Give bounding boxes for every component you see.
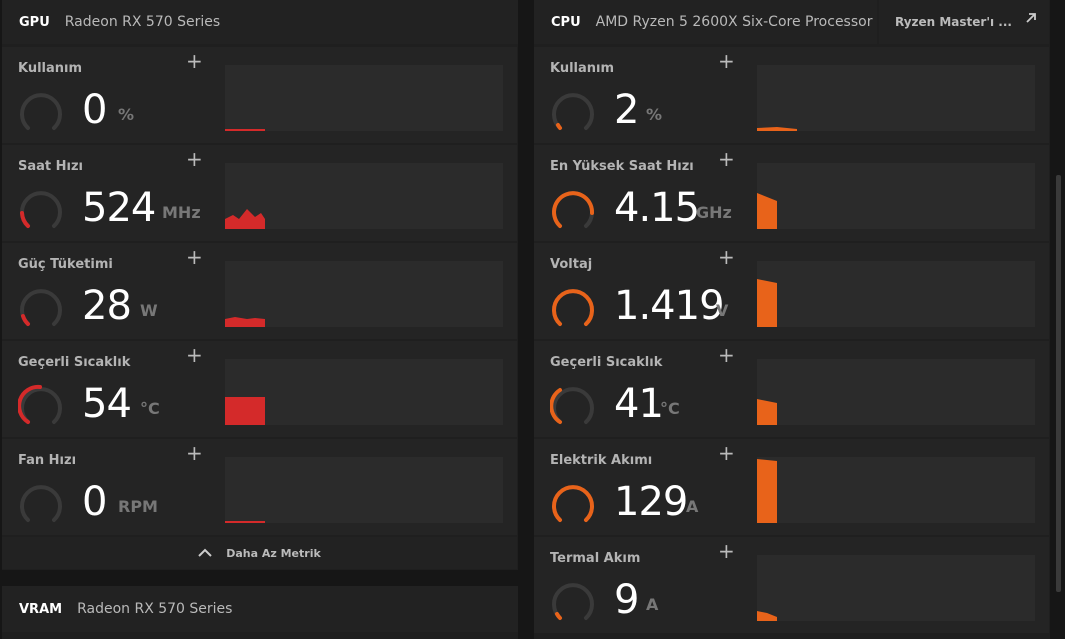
cpu-name: AMD Ryzen 5 2600X Six-Core Processor	[595, 14, 873, 30]
gauge-icon	[552, 93, 594, 130]
external-link-icon	[1026, 13, 1036, 23]
metric-title: Voltaj	[550, 257, 593, 272]
metric-graph	[757, 261, 1035, 327]
gpu-power-card: Güç Tüketimi + 28 W	[2, 243, 517, 339]
cpu-current-card: Elektrik Akımı + 129 A	[534, 439, 1049, 535]
metric-unit: °C	[660, 399, 680, 418]
plus-icon[interactable]: +	[186, 49, 203, 73]
metric-title: Kullanım	[18, 61, 83, 76]
metric-title: Güç Tüketimi	[18, 257, 113, 272]
metric-graph	[225, 457, 503, 523]
metric-graph	[757, 65, 1035, 131]
metric-graph	[225, 163, 503, 229]
plus-icon[interactable]: +	[718, 245, 735, 269]
metric-value: 0	[82, 479, 107, 525]
plus-icon[interactable]: +	[186, 343, 203, 367]
plus-icon[interactable]: +	[718, 441, 735, 465]
metric-unit: A	[686, 497, 699, 516]
less-metrics-button[interactable]: Daha Az Metrik	[2, 537, 517, 569]
vram-header: VRAM Radeon RX 570 Series	[2, 586, 518, 632]
metric-unit: A	[646, 595, 659, 614]
metric-graph	[757, 457, 1035, 523]
metric-value: 0	[82, 87, 107, 133]
gauge-icon	[20, 191, 62, 228]
cpu-temp-card: Geçerli Sıcaklık + 41 °C	[534, 341, 1049, 437]
ryzen-master-button[interactable]: Ryzen Master'ı ...	[879, 0, 1049, 44]
metric-graph	[225, 65, 503, 131]
metric-title: Fan Hızı	[18, 453, 77, 468]
gpu-label: GPU	[19, 14, 50, 30]
gauge-icon	[20, 93, 62, 130]
plus-icon[interactable]: +	[718, 147, 735, 171]
metric-unit: %	[646, 105, 663, 124]
metric-unit: GHz	[696, 203, 732, 222]
chevron-up-icon	[198, 548, 212, 557]
gauge-icon	[552, 289, 594, 326]
metric-value: 28	[82, 283, 132, 329]
metric-graph	[225, 359, 503, 425]
vram-name: Radeon RX 570 Series	[77, 601, 233, 617]
vram-label: VRAM	[19, 601, 63, 617]
cpu-voltage-card: Voltaj + 1.419 V	[534, 243, 1049, 339]
gpu-name: Radeon RX 570 Series	[64, 14, 221, 30]
metric-unit: W	[140, 301, 158, 320]
metric-title: Geçerli Sıcaklık	[18, 355, 131, 370]
metric-value: 54	[82, 381, 132, 427]
metric-value: 1.419	[614, 283, 725, 329]
metric-value: 9	[614, 577, 639, 623]
metric-graph	[757, 163, 1035, 229]
less-metrics-label: Daha Az Metrik	[226, 546, 321, 560]
metric-value: 41	[614, 381, 664, 427]
gpu-temp-card: Geçerli Sıcaklık + 54 °C	[2, 341, 517, 437]
plus-icon[interactable]: +	[718, 343, 735, 367]
gpu-usage-card: Kullanım + 0 %	[2, 47, 517, 143]
metric-value: 129	[614, 479, 688, 525]
plus-icon[interactable]: +	[718, 49, 735, 73]
gauge-icon	[552, 191, 595, 228]
vram-panel: VRAM Radeon RX 570 Series	[2, 586, 518, 639]
cpu-thermal-current-card: Termal Akım + 9 A	[534, 537, 1049, 633]
cpu-clock-card: En Yüksek Saat Hızı + 4.15 GHz	[534, 145, 1049, 241]
gauge-icon	[552, 485, 594, 522]
gpu-fan-card: Fan Hızı + 0 RPM	[2, 439, 517, 535]
plus-icon[interactable]: +	[718, 539, 735, 563]
metric-graph	[757, 359, 1035, 425]
metric-title: Elektrik Akımı	[550, 453, 653, 468]
gauge-icon	[20, 485, 62, 522]
gauge-icon	[18, 384, 62, 424]
metric-title: Geçerli Sıcaklık	[550, 355, 663, 370]
metric-unit: MHz	[162, 203, 201, 222]
metric-title: Termal Akım	[550, 551, 641, 566]
metric-unit: %	[118, 105, 135, 124]
plus-icon[interactable]: +	[186, 441, 203, 465]
metric-value: 4.15	[614, 185, 700, 231]
gpu-clock-card: Saat Hızı + 524 MHz	[2, 145, 517, 241]
metric-unit: V	[716, 301, 729, 320]
metric-graph	[757, 555, 1035, 621]
gauge-icon	[20, 289, 62, 326]
gauge-icon	[550, 387, 594, 424]
cpu-usage-card: Kullanım + 2 %	[534, 47, 1049, 143]
cpu-label: CPU	[551, 14, 581, 30]
metric-unit: RPM	[118, 497, 158, 516]
metric-title: Saat Hızı	[18, 159, 84, 174]
metric-title: En Yüksek Saat Hızı	[550, 159, 694, 174]
ryzen-master-label: Ryzen Master'ı ...	[895, 15, 1012, 29]
metric-graph	[225, 261, 503, 327]
plus-icon[interactable]: +	[186, 147, 203, 171]
gauge-icon	[552, 583, 594, 620]
metric-value: 2	[614, 87, 639, 133]
scrollbar[interactable]	[1056, 175, 1061, 592]
metric-value: 524	[82, 185, 156, 231]
metric-title: Kullanım	[550, 61, 615, 76]
gpu-header: GPU Radeon RX 570 Series	[2, 0, 518, 44]
plus-icon[interactable]: +	[186, 245, 203, 269]
metric-unit: °C	[140, 399, 160, 418]
cpu-header: CPU AMD Ryzen 5 2600X Six-Core Processor	[534, 0, 877, 44]
